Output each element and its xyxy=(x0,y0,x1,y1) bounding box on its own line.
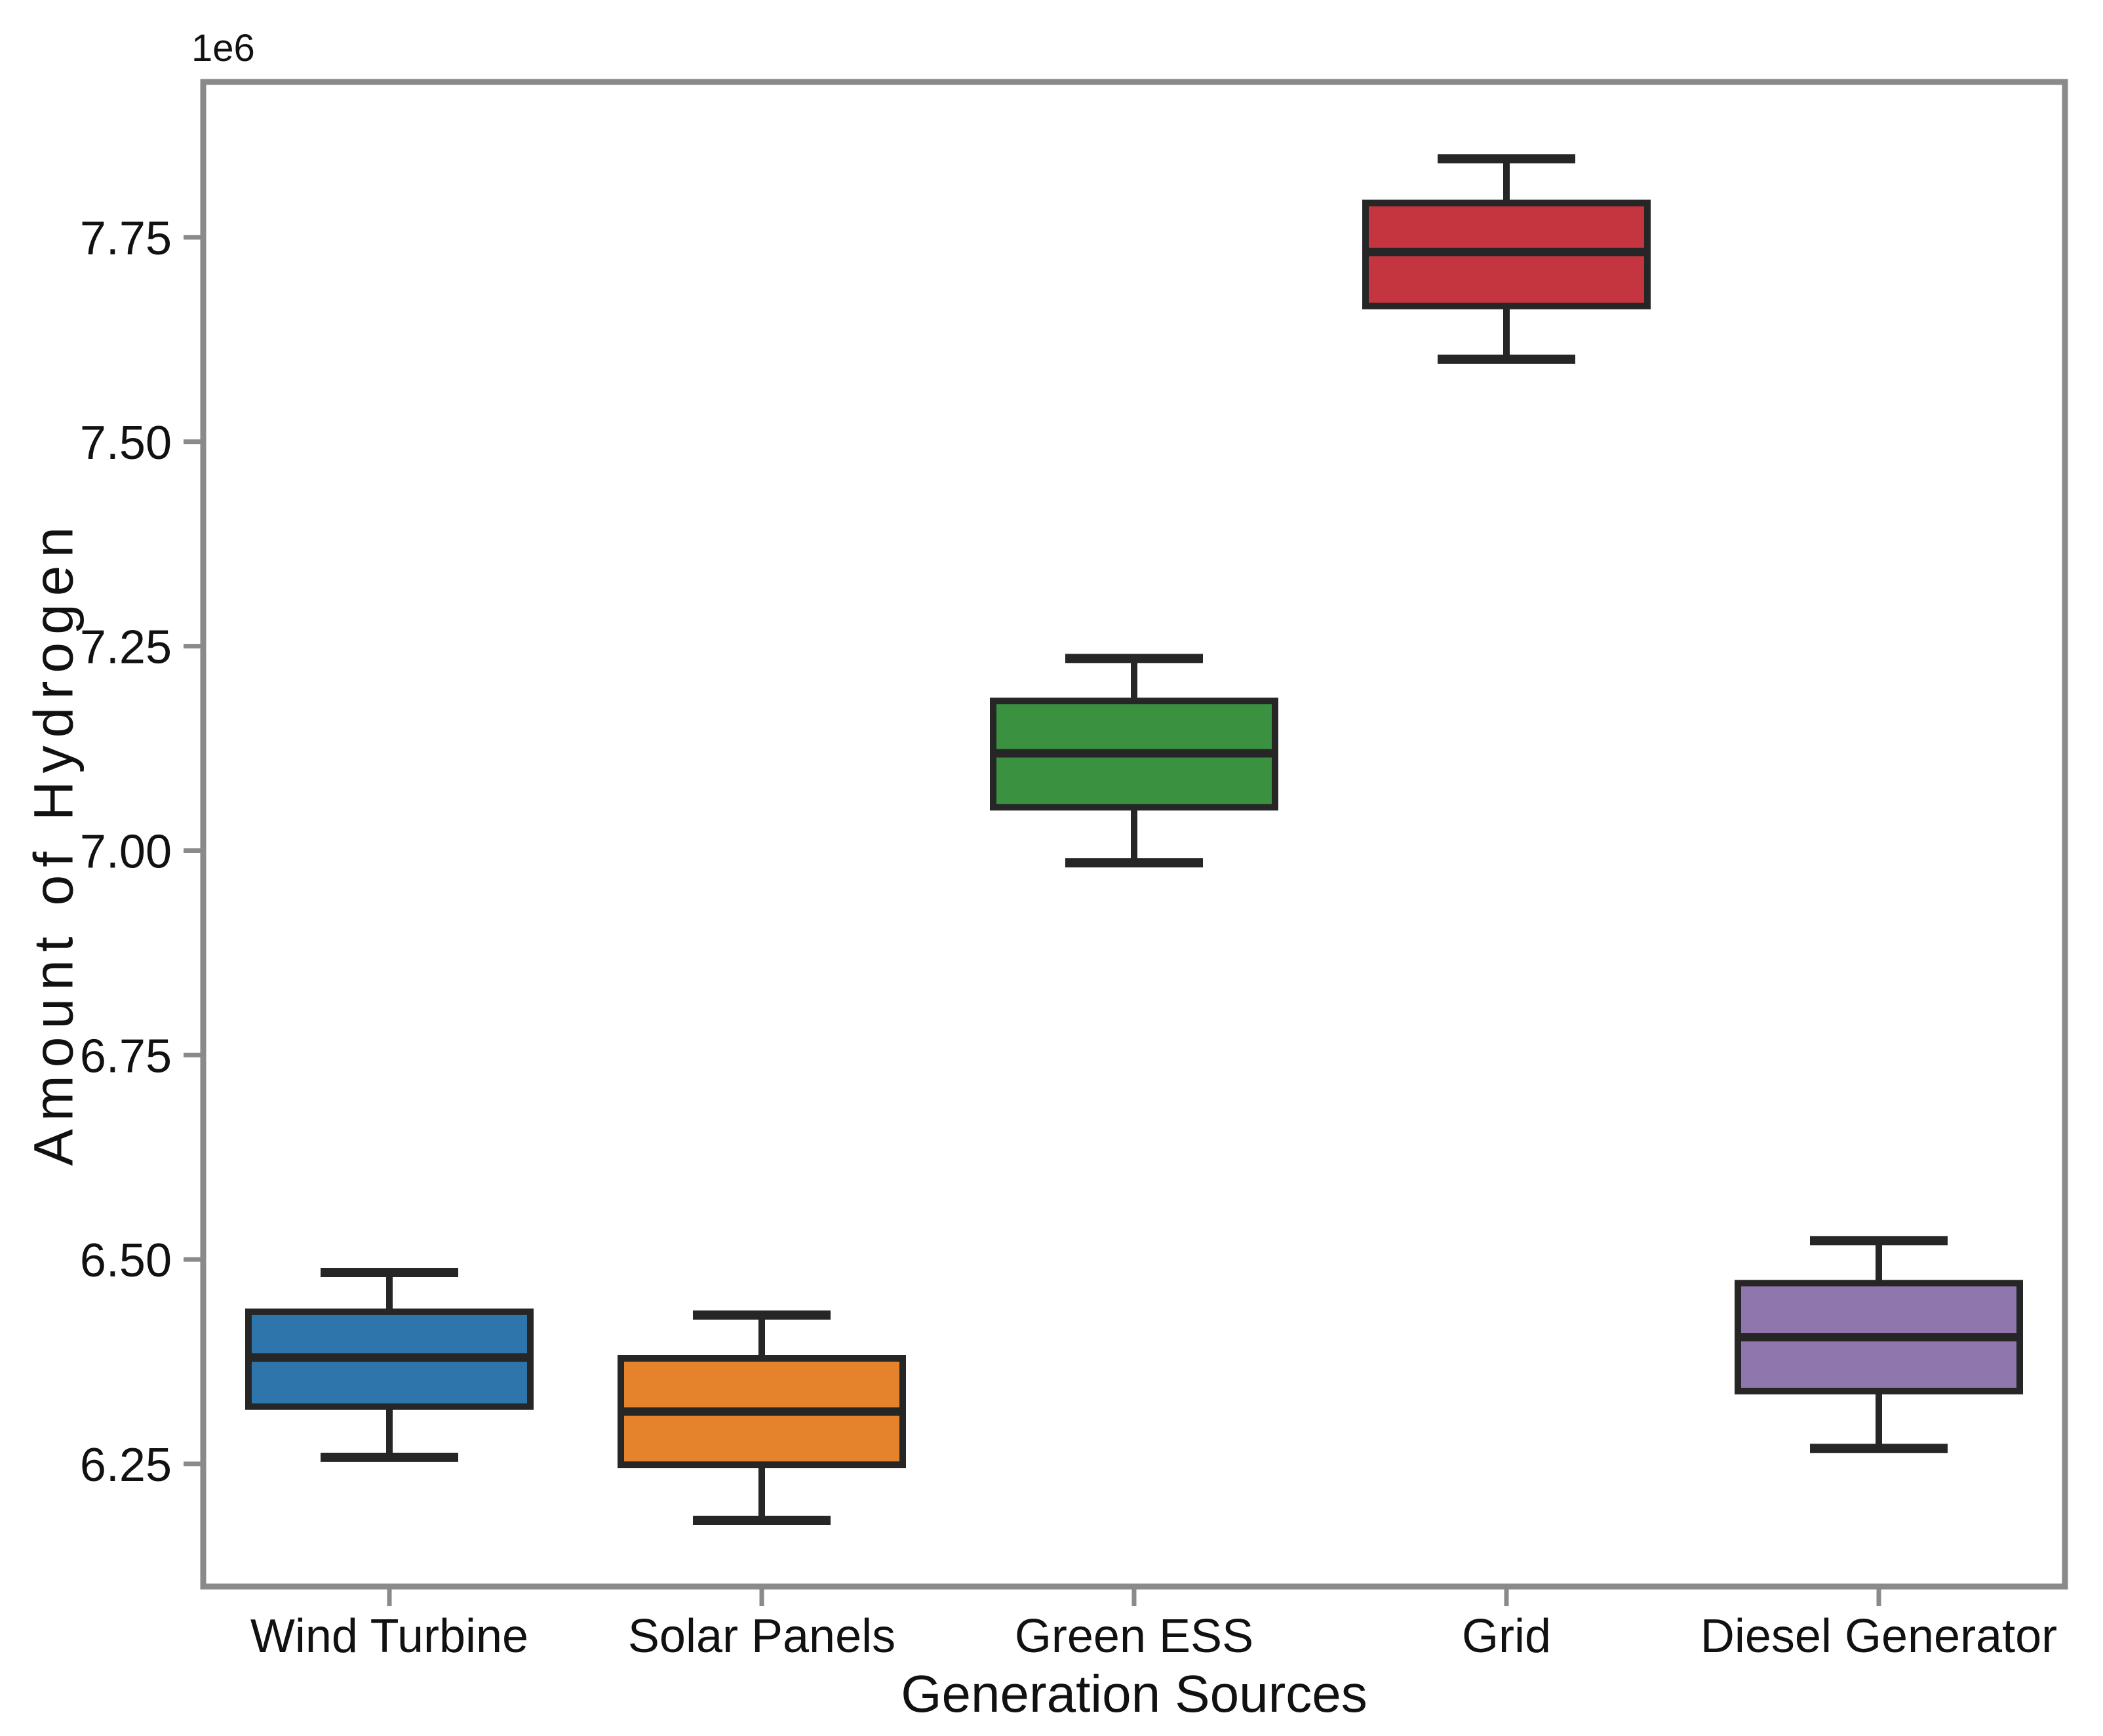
y-axis-offset-label: 1e6 xyxy=(191,27,255,69)
boxplot-wind-turbine xyxy=(245,1268,534,1462)
x-tick-label: Solar Panels xyxy=(628,1610,895,1663)
y-tick-label: 6.25 xyxy=(80,1439,172,1491)
boxplot-green-ess xyxy=(990,654,1278,868)
x-tick-label: Green ESS xyxy=(1015,1610,1253,1663)
y-tick-label: 6.50 xyxy=(80,1234,172,1287)
y-tick-label: 7.50 xyxy=(80,417,172,469)
boxplot-solar-panels xyxy=(618,1310,906,1525)
x-tick-label: Grid xyxy=(1462,1610,1551,1663)
y-tick-label: 6.75 xyxy=(80,1030,172,1082)
x-tick-label: Wind Turbine xyxy=(250,1610,528,1663)
y-tick-label: 7.75 xyxy=(80,212,172,265)
boxplot-grid xyxy=(1362,154,1651,364)
y-tick-label: 7.25 xyxy=(80,621,172,674)
boxplot-diesel-generator xyxy=(1735,1236,2023,1453)
x-axis-title: Generation Sources xyxy=(901,1665,1367,1723)
y-tick-label: 7.00 xyxy=(80,825,172,878)
x-tick-label: Diesel Generator xyxy=(1700,1610,2057,1663)
